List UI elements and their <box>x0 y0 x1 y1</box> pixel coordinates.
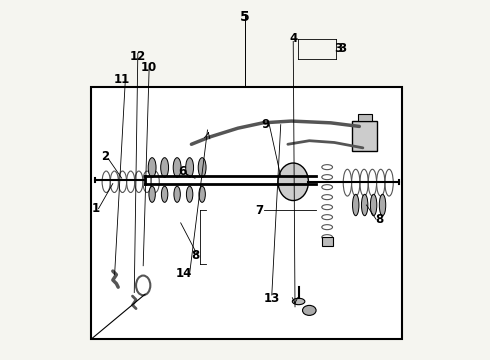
Ellipse shape <box>161 186 168 202</box>
Ellipse shape <box>370 194 377 216</box>
Bar <box>322 237 333 246</box>
Ellipse shape <box>278 163 308 201</box>
Text: 7: 7 <box>255 204 263 217</box>
Ellipse shape <box>186 158 194 177</box>
Ellipse shape <box>199 186 205 202</box>
Ellipse shape <box>148 158 156 177</box>
Text: 8: 8 <box>191 249 199 262</box>
Text: 8: 8 <box>375 213 383 226</box>
Text: 11: 11 <box>114 73 130 86</box>
Ellipse shape <box>352 194 359 216</box>
Ellipse shape <box>293 298 305 305</box>
Text: 4: 4 <box>289 32 297 45</box>
Text: 12: 12 <box>130 50 146 63</box>
Text: 5: 5 <box>240 10 250 24</box>
Ellipse shape <box>149 186 155 202</box>
Ellipse shape <box>161 158 169 177</box>
Text: 9: 9 <box>262 118 270 131</box>
Bar <box>92 87 402 339</box>
Ellipse shape <box>173 158 181 177</box>
Bar <box>358 114 372 121</box>
Text: 14: 14 <box>176 267 193 280</box>
Ellipse shape <box>198 158 206 177</box>
Bar <box>352 121 377 152</box>
Ellipse shape <box>362 194 368 216</box>
Ellipse shape <box>174 186 180 202</box>
Ellipse shape <box>379 194 386 216</box>
Text: 6: 6 <box>178 165 187 177</box>
Ellipse shape <box>302 305 316 315</box>
Ellipse shape <box>186 186 193 202</box>
Text: 10: 10 <box>141 61 157 74</box>
Text: 3: 3 <box>335 42 343 55</box>
Text: 2: 2 <box>101 150 109 163</box>
Text: 1: 1 <box>92 202 100 215</box>
Text: 13: 13 <box>264 292 280 305</box>
Text: 3: 3 <box>339 42 347 55</box>
